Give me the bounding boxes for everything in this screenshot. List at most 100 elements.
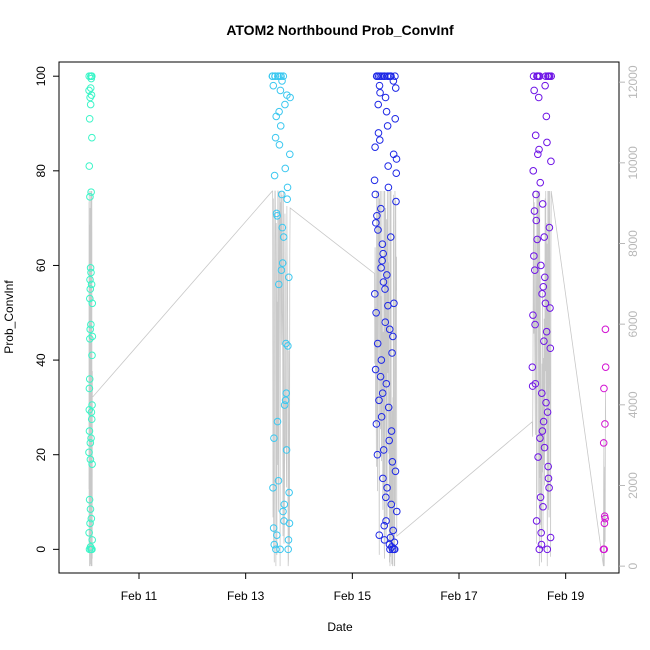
data-point: [86, 193, 94, 201]
data-point: [371, 365, 380, 374]
data-point: [271, 133, 280, 142]
data-point: [544, 474, 553, 483]
data-point: [547, 72, 556, 80]
data-point: [379, 446, 388, 454]
data-point: [386, 233, 395, 241]
data-point: [385, 325, 394, 334]
data-point: [86, 519, 94, 528]
data-point: [538, 290, 546, 298]
data-point: [86, 325, 94, 334]
data-point: [284, 536, 293, 544]
data-point: [85, 162, 94, 170]
data-point: [388, 458, 397, 466]
data-point: [536, 493, 545, 502]
data-point: [530, 252, 538, 260]
y-tick-label: 40: [34, 353, 48, 367]
data-point: [375, 396, 383, 405]
data-point: [531, 379, 540, 388]
y-tick-label: 100: [34, 66, 48, 86]
data-point: [373, 211, 381, 220]
data-point: [537, 389, 546, 398]
data-point: [383, 271, 391, 279]
y2-tick-label: 6000: [626, 310, 640, 337]
data-point: [87, 268, 95, 277]
data-point: [381, 318, 390, 327]
x-tick-label: Feb 15: [334, 589, 372, 603]
data-point: [283, 183, 292, 192]
data-point: [540, 443, 549, 452]
data-point: [276, 545, 284, 554]
data-point: [384, 183, 393, 192]
data-point: [371, 290, 379, 298]
data-point: [377, 356, 386, 364]
data-point: [391, 72, 399, 80]
data-point: [384, 162, 392, 170]
data-point: [85, 375, 94, 383]
y-tick-label: 60: [34, 258, 48, 272]
data-point: [546, 533, 555, 542]
data-point: [374, 129, 383, 137]
data-point: [534, 453, 542, 461]
data-point: [601, 363, 610, 371]
data-point: [273, 211, 281, 220]
data-point: [601, 514, 609, 523]
data-point: [387, 427, 396, 435]
data-point: [389, 526, 397, 535]
data-point: [282, 339, 290, 348]
data-point: [85, 86, 93, 95]
data-point: [279, 507, 287, 516]
data-point: [282, 389, 291, 398]
data-point: [546, 304, 554, 312]
data-point: [375, 136, 384, 144]
data-point: [281, 100, 289, 109]
data-point: [271, 72, 280, 80]
data-point: [379, 249, 387, 258]
data-point: [88, 351, 96, 360]
data-point: [540, 337, 548, 345]
data-point: [380, 521, 389, 530]
data-point: [276, 122, 285, 130]
data-point: [87, 434, 95, 442]
data-point: [386, 533, 395, 542]
data-point: [379, 474, 387, 483]
data-point: [270, 171, 279, 180]
y2-tick-label: 4000: [626, 391, 640, 418]
data-point: [281, 164, 290, 173]
data-point: [376, 372, 385, 381]
data-point: [85, 384, 94, 393]
data-point: [383, 122, 392, 130]
data-point: [286, 93, 294, 102]
data-point: [86, 100, 95, 109]
data-point: [87, 320, 95, 329]
data-point: [392, 169, 401, 177]
data-point: [273, 531, 281, 539]
data-point: [537, 261, 545, 270]
plot-frame: [58, 61, 620, 574]
y-axis-label: Prob_ConvInf: [2, 280, 16, 354]
data-point: [382, 517, 390, 525]
data-point: [532, 190, 540, 199]
data-point: [375, 81, 384, 90]
data-point: [530, 86, 538, 95]
data-point: [600, 519, 609, 528]
data-point: [391, 114, 400, 123]
data-point: [529, 167, 538, 175]
data-point: [532, 517, 541, 525]
data-point: [534, 150, 542, 159]
data-point: [599, 439, 608, 447]
data-point: [600, 545, 608, 554]
data-point: [533, 235, 542, 244]
data-point: [528, 363, 537, 371]
data-point: [535, 545, 544, 554]
data-point: [272, 545, 280, 554]
data-point: [87, 188, 95, 196]
data-point: [86, 275, 94, 284]
secondary-line-layer: [88, 190, 607, 567]
data-point: [88, 536, 96, 544]
x-axis-label: Date: [327, 620, 353, 634]
data-point: [543, 138, 551, 147]
data-point: [377, 204, 385, 213]
data-point: [374, 226, 382, 234]
data-point: [542, 398, 550, 407]
